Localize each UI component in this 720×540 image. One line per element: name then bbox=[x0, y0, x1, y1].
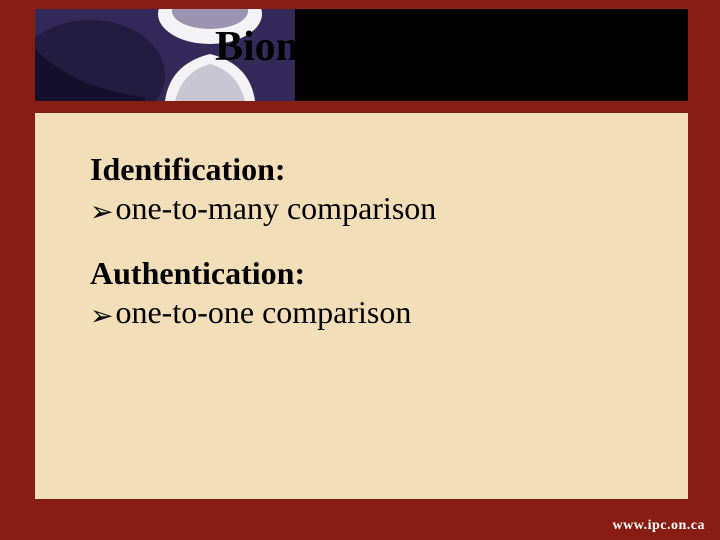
bullet-identification: ➢ one-to-many comparison bbox=[90, 190, 660, 227]
slide-title: Biometric Applications bbox=[215, 23, 627, 71]
slide: Biometric Applications Identification: ➢… bbox=[0, 0, 720, 540]
content-area: Identification: ➢ one-to-many comparison… bbox=[35, 113, 688, 499]
bullet-text: one-to-many comparison bbox=[115, 190, 436, 227]
bullet-marker-icon: ➢ bbox=[90, 302, 113, 330]
bullet-authentication: ➢ one-to-one comparison bbox=[90, 294, 660, 331]
section-heading-identification: Identification: bbox=[90, 151, 660, 188]
footer-url: www.ipc.on.ca bbox=[613, 518, 705, 534]
header-bar: Biometric Applications bbox=[35, 9, 688, 101]
bullet-marker-icon: ➢ bbox=[90, 198, 113, 226]
bullet-text: one-to-one comparison bbox=[115, 294, 411, 331]
section-heading-authentication: Authentication: bbox=[90, 255, 660, 292]
